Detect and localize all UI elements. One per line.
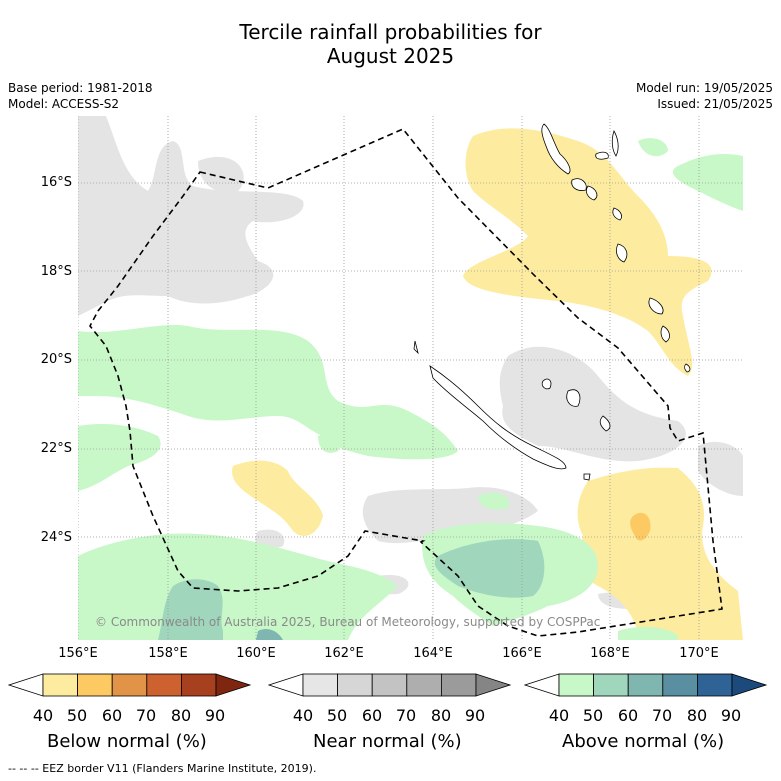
below-normal-50-regions xyxy=(232,128,743,640)
lat-label-20s: 20°S xyxy=(40,352,72,367)
near-normal-regions xyxy=(78,116,743,609)
tick-label: 70 xyxy=(395,706,417,725)
base-period: Base period: 1981-2018 xyxy=(8,81,153,95)
colorbar-segment xyxy=(371,673,408,697)
legend-title-near-normal: Near normal (%) xyxy=(313,731,462,752)
lon-label-164e: 164°E xyxy=(413,646,453,661)
tick-label: 60 xyxy=(101,706,123,725)
colorbar-high-extend xyxy=(731,673,768,697)
colorbar-segment xyxy=(337,673,373,697)
tick-label: 70 xyxy=(651,706,673,725)
legend-title-above-normal: Above normal (%) xyxy=(562,731,725,752)
colorbar-segment xyxy=(406,673,442,697)
model-run: Model run: 19/05/2025 xyxy=(635,81,773,95)
colorbar-below-normal xyxy=(7,673,252,697)
tick-label: 50 xyxy=(326,706,348,725)
legend-below-normal: 40 50 60 70 80 90 Below normal (%) xyxy=(7,670,252,752)
colorbar-segment xyxy=(77,673,113,697)
eez-footnote: -- -- -- EEZ border V11 (Flanders Marine… xyxy=(8,762,317,775)
colorbar-near-normal xyxy=(267,673,512,697)
chart-title-line2: August 2025 xyxy=(326,44,455,68)
issued-date: Issued: 21/05/2025 xyxy=(657,97,773,111)
colorbar-above-normal xyxy=(523,673,768,697)
rainfall-probability-map: © Commonwealth of Australia 2025, Bureau… xyxy=(78,116,743,640)
colorbar-segment xyxy=(111,673,148,697)
lon-label-170e: 170°E xyxy=(679,646,719,661)
lat-label-16s: 16°S xyxy=(40,175,72,190)
lon-label-156e: 156°E xyxy=(58,646,98,661)
eez-border xyxy=(89,128,723,637)
tick-label: 50 xyxy=(582,706,604,725)
tick-label: 90 xyxy=(204,706,226,725)
model-name: Model: ACCESS-S2 xyxy=(8,97,120,111)
colorbar-segment xyxy=(627,673,664,697)
tick-label: 50 xyxy=(66,706,88,725)
colorbar-segment xyxy=(146,673,182,697)
lon-label-160e: 160°E xyxy=(236,646,276,661)
tick-label: 40 xyxy=(32,706,54,725)
colorbar-low-extend xyxy=(267,673,304,697)
lat-label-18s: 18°S xyxy=(40,264,72,279)
colorbar-segment xyxy=(696,673,733,697)
colorbar-segment xyxy=(662,673,698,697)
colorbar-segment xyxy=(558,673,594,697)
below-normal-60-region xyxy=(630,512,651,541)
legend-above-normal: 40 50 60 70 80 90 Above normal (%) xyxy=(523,670,768,752)
new-caledonia-outline xyxy=(413,340,611,481)
lon-label-168e: 168°E xyxy=(590,646,630,661)
tick-label: 40 xyxy=(292,706,314,725)
legend-title-below-normal: Below normal (%) xyxy=(47,731,207,752)
graticule xyxy=(78,116,743,640)
lat-label-24s: 24°S xyxy=(40,530,72,545)
colorbar-segment xyxy=(180,673,217,697)
legend-near-normal: 40 50 60 70 80 90 Near normal (%) xyxy=(267,670,512,752)
vanuatu-outline xyxy=(541,123,691,373)
tick-label: 80 xyxy=(170,706,192,725)
lon-label-166e: 166°E xyxy=(502,646,542,661)
tick-label: 60 xyxy=(617,706,639,725)
lon-label-158e: 158°E xyxy=(148,646,188,661)
lon-label-162e: 162°E xyxy=(324,646,364,661)
tick-label: 80 xyxy=(430,706,452,725)
colorbar-low-extend xyxy=(7,673,44,697)
tick-label: 40 xyxy=(548,706,570,725)
tick-label: 80 xyxy=(686,706,708,725)
colorbar-low-extend xyxy=(523,673,560,697)
tick-label: 90 xyxy=(720,706,742,725)
colorbar-segment xyxy=(42,673,78,697)
tick-label: 70 xyxy=(135,706,157,725)
colorbar-segment xyxy=(440,673,477,697)
tick-label: 60 xyxy=(361,706,383,725)
colorbar-segment xyxy=(593,673,629,697)
above-normal-70-region xyxy=(256,629,283,640)
colorbar-high-extend xyxy=(215,673,252,697)
copyright-notice: © Commonwealth of Australia 2025, Bureau… xyxy=(95,615,600,629)
tick-label: 90 xyxy=(464,706,486,725)
colorbar-segment xyxy=(302,673,338,697)
colorbar-high-extend xyxy=(475,673,512,697)
chart-title-line1: Tercile rainfall probabilities for xyxy=(239,20,542,44)
lat-label-22s: 22°S xyxy=(40,441,72,456)
